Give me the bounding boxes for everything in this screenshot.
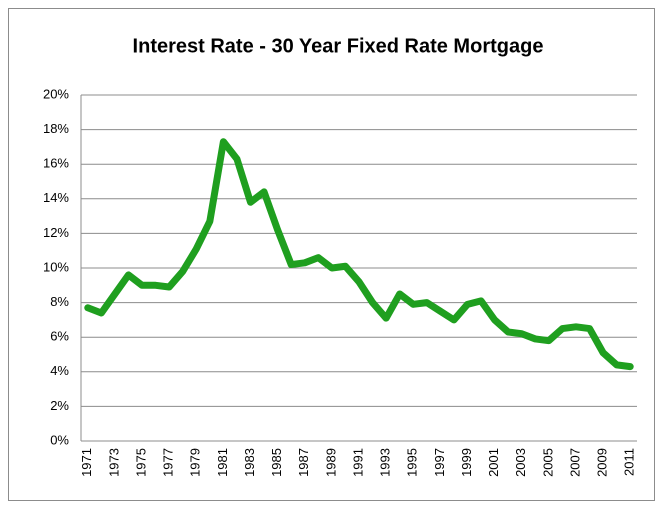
x-tick-label: 1987	[296, 448, 311, 477]
x-tick-label: 1981	[215, 448, 230, 477]
x-tick-label: 1993	[378, 448, 393, 477]
x-tick-label: 1991	[350, 448, 365, 477]
data-line	[84, 138, 634, 371]
x-tick-label: 1999	[459, 448, 474, 477]
x-tick-label: 2011	[622, 448, 637, 476]
y-tick-label: 12%	[43, 225, 69, 240]
y-tick-label: 4%	[50, 363, 69, 378]
chart-frame	[8, 8, 655, 501]
x-tick-label: 1979	[188, 448, 203, 477]
y-tick-label: 16%	[43, 156, 69, 171]
x-tick-label: 2005	[540, 448, 555, 477]
y-tick-label: 6%	[50, 329, 69, 344]
x-tick-label: 1971	[79, 448, 94, 477]
y-tick-label: 14%	[43, 190, 69, 205]
x-tick-label: 1989	[323, 448, 338, 477]
x-tick-label: 2009	[595, 448, 610, 477]
y-tick-label: 10%	[43, 259, 69, 274]
x-tick-label: 1977	[161, 448, 176, 477]
y-tick-label: 0%	[50, 432, 69, 447]
y-tick-label: 2%	[50, 398, 69, 413]
x-tick-label: 2003	[513, 448, 528, 477]
x-tick-label: 2001	[486, 448, 501, 477]
y-tick-label: 20%	[43, 86, 69, 101]
x-tick-label: 1985	[269, 448, 284, 477]
y-tick-label: 18%	[43, 121, 69, 136]
x-tick-label: 1997	[432, 448, 447, 477]
x-tick-label: 1995	[405, 448, 420, 477]
x-tick-label: 1983	[242, 448, 257, 477]
x-tick-label: 2007	[567, 448, 582, 477]
x-tick-label: 1973	[106, 448, 121, 477]
y-tick-label: 8%	[50, 294, 69, 309]
chart-title: Interest Rate - 30 Year Fixed Rate Mortg…	[133, 35, 544, 57]
x-tick-label: 1975	[133, 448, 148, 477]
